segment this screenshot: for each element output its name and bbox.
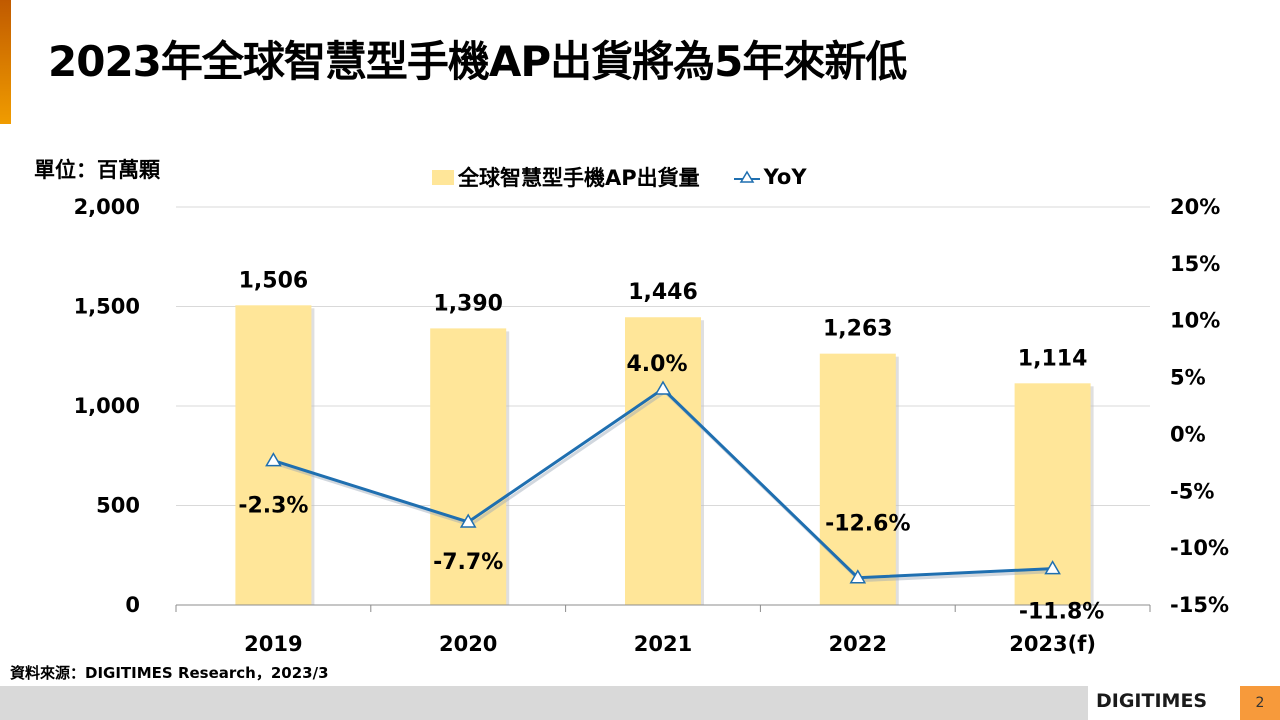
right-axis-tick-label: -5% bbox=[1170, 479, 1214, 503]
x-axis-tick-label: 2022 bbox=[829, 632, 887, 656]
accent-bar bbox=[0, 0, 11, 124]
bar bbox=[819, 353, 896, 605]
yoy-value-label: 4.0% bbox=[626, 352, 687, 377]
yoy-value-label: -2.3% bbox=[238, 494, 308, 519]
left-axis-tick-label: 0 bbox=[125, 593, 140, 617]
chart-legend: 全球智慧型手機AP出貨量 YoY bbox=[432, 162, 807, 192]
left-axis-tick-label: 2,000 bbox=[74, 195, 140, 219]
left-axis-tick-label: 1,000 bbox=[74, 394, 140, 418]
page-number: 2 bbox=[1240, 686, 1280, 720]
legend-line-label: YoY bbox=[763, 165, 807, 189]
right-axis-tick-label: -10% bbox=[1170, 536, 1229, 560]
yoy-value-label: -12.6% bbox=[825, 512, 910, 537]
yoy-triangle-marker bbox=[265, 452, 282, 467]
yoy-triangle-marker bbox=[849, 569, 867, 584]
bar-value-label: 1,446 bbox=[628, 280, 698, 305]
bar-value-label: 1,390 bbox=[433, 291, 503, 316]
bar-value-label: 1,114 bbox=[1018, 346, 1088, 371]
legend-bar-swatch-icon bbox=[432, 169, 454, 185]
x-axis-tick-label: 2019 bbox=[244, 632, 302, 656]
yoy-triangle-marker bbox=[654, 380, 672, 395]
bar bbox=[625, 317, 701, 605]
right-axis-tick-label: -15% bbox=[1170, 593, 1229, 617]
bar-value-label: 1,506 bbox=[239, 268, 309, 293]
legend-line-triangle-icon bbox=[733, 170, 760, 183]
x-axis-tick-label: 2021 bbox=[634, 632, 692, 656]
yoy-value-label: -11.8% bbox=[1019, 600, 1104, 625]
left-axis-tick-label: 500 bbox=[96, 494, 140, 518]
x-axis-tick-label: 2020 bbox=[439, 632, 497, 656]
digitimes-logo: DIGITIMES bbox=[1096, 690, 1208, 712]
bar bbox=[430, 328, 507, 605]
left-axis-tick-label: 1,500 bbox=[74, 295, 140, 319]
right-axis-tick-label: 20% bbox=[1170, 195, 1220, 219]
source-note: 資料來源：DIGITIMES Research，2023/3 bbox=[10, 664, 329, 682]
unit-label: 單位：百萬顆 bbox=[34, 158, 160, 182]
yoy-triangle-marker bbox=[459, 513, 477, 528]
right-axis-tick-label: 10% bbox=[1170, 309, 1220, 333]
x-axis-tick-label: 2023(f) bbox=[1009, 632, 1096, 656]
yoy-triangle-marker bbox=[1044, 560, 1061, 575]
footer-band bbox=[0, 686, 1088, 720]
right-axis-tick-label: 15% bbox=[1170, 252, 1220, 276]
yoy-value-label: -7.7% bbox=[433, 550, 503, 575]
right-axis-tick-label: 0% bbox=[1170, 422, 1206, 446]
bar-value-label: 1,263 bbox=[823, 317, 893, 342]
right-axis-tick-label: 5% bbox=[1170, 366, 1206, 390]
page-title: 2023年全球智慧型手機AP出貨將為5年來新低 bbox=[48, 37, 907, 86]
legend-bar-label: 全球智慧型手機AP出貨量 bbox=[458, 166, 700, 190]
